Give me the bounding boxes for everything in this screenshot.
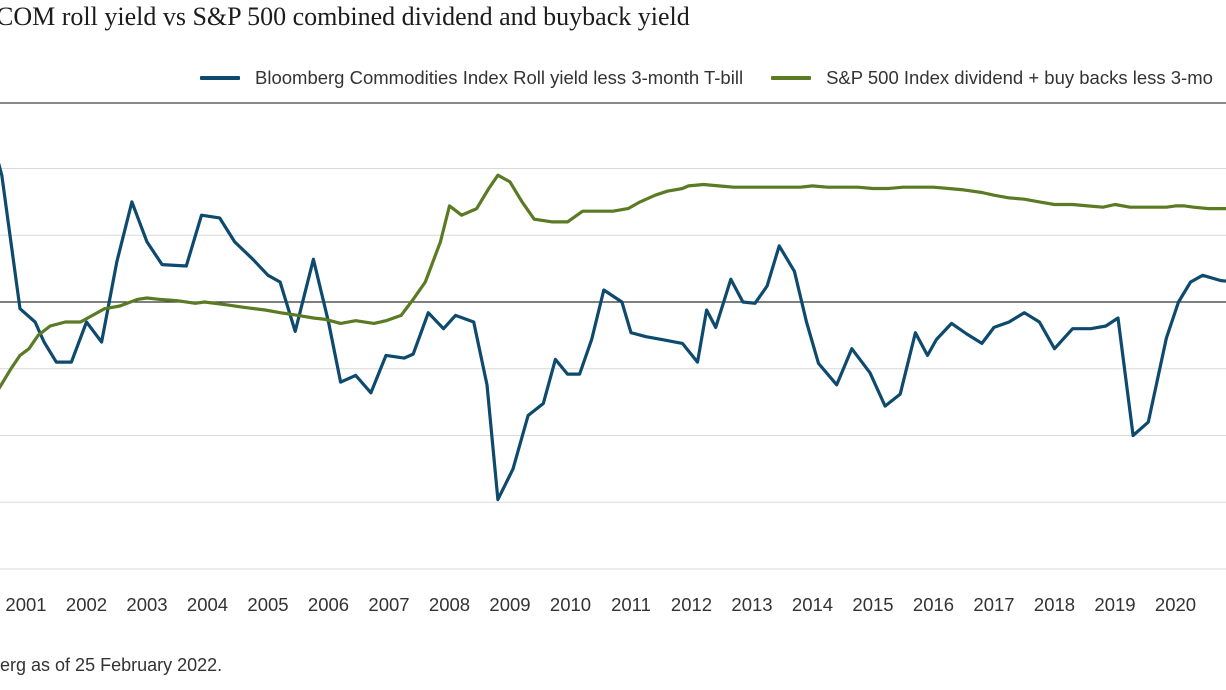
x-tick-label: 2014	[792, 594, 833, 615]
chart-title: COM roll yield vs S&P 500 combined divid…	[0, 2, 690, 31]
x-tick-label: 2010	[550, 594, 591, 615]
x-tick-label: 2005	[247, 594, 288, 615]
x-tick-label: 2018	[1034, 594, 1075, 615]
x-tick-label: 2007	[368, 594, 409, 615]
series-line-sp500	[0, 173, 1226, 390]
source-note: berg as of 25 February 2022.	[0, 655, 223, 675]
x-tick-label: 2020	[1155, 594, 1196, 615]
x-tick-label: 2008	[429, 594, 470, 615]
x-tick-label: 2017	[973, 594, 1014, 615]
x-tick-label: 2004	[187, 594, 228, 615]
x-tick-label: 2001	[5, 594, 46, 615]
x-tick-label: 2002	[66, 594, 107, 615]
chart-legend: Bloomberg Commodities Index Roll yield l…	[200, 66, 1226, 90]
legend-label-bcom: Bloomberg Commodities Index Roll yield l…	[255, 67, 744, 88]
x-tick-label: 2016	[913, 594, 954, 615]
x-tick-label: 2013	[731, 594, 772, 615]
x-tick-label: 2003	[126, 594, 167, 615]
legend-label-sp500: S&P 500 Index dividend + buy backs less …	[826, 67, 1213, 88]
x-tick-label: 2012	[671, 594, 712, 615]
legend-item-bcom: Bloomberg Commodities Index Roll yield l…	[200, 67, 743, 89]
x-tick-label: 2015	[852, 594, 893, 615]
x-tick-label: 2006	[308, 594, 349, 615]
x-tick-label: 2019	[1094, 594, 1135, 615]
x-tick-label: 2011	[611, 594, 651, 615]
series-line-bcom	[0, 162, 1226, 502]
legend-swatch-sp500	[771, 76, 812, 80]
legend-swatch-bcom	[200, 76, 240, 80]
x-tick-label: 2009	[489, 594, 530, 615]
legend-item-sp500: S&P 500 Index dividend + buy backs less …	[771, 67, 1213, 89]
